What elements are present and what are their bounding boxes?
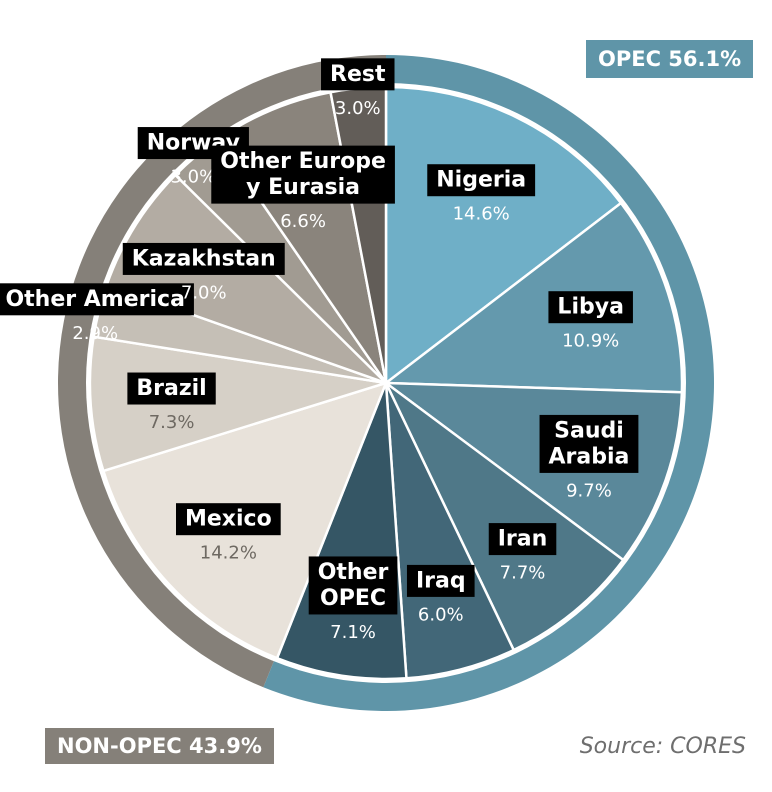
source-note: Source: CORES	[579, 734, 746, 759]
slice-name-other-europe-y-eurasia: y Eurasia	[246, 175, 360, 200]
slice-name-box-brazil	[127, 372, 216, 405]
slice-value-other-opec: 7.1%	[330, 622, 376, 643]
slice-libya	[382, 201, 684, 394]
slice-kazakhstan	[105, 173, 387, 385]
slice-label-mexico: Mexico 14.2%	[175, 503, 281, 564]
slice-value-libya: 10.9%	[562, 331, 619, 352]
slice-name-iraq: Iraq	[416, 568, 466, 593]
non-opec-group-badge: NON-OPEC 43.9%	[45, 728, 274, 764]
slice-name-box-kazakhstan	[122, 242, 285, 275]
slice-label-brazil: Brazil 7.3%	[127, 372, 216, 433]
slice-value-mexico: 14.2%	[200, 543, 257, 564]
slice-name-box-iran	[488, 523, 557, 556]
slice-value-nigeria: 14.6%	[453, 204, 510, 225]
slice-name-other-america: Other America	[5, 287, 184, 312]
slice-label-kazakhstan: Kazakhstan 7.0%	[122, 242, 285, 303]
slice-label-rest: Rest 3.0%	[321, 58, 395, 119]
slice-name-kazakhstan: Kazakhstan	[132, 246, 276, 271]
slice-name-brazil: Brazil	[136, 376, 206, 401]
slice-value-kazakhstan: 7.0%	[181, 282, 227, 303]
slice-name-iran: Iran	[498, 527, 548, 552]
slice-label-nigeria: Nigeria 14.6%	[427, 164, 536, 225]
slice-name-box-saudi-arabia	[539, 414, 639, 473]
slice-name-box-rest	[321, 58, 395, 91]
slice-name-box-mexico	[175, 503, 281, 536]
slice-name-mexico: Mexico	[185, 507, 272, 532]
slice-label-iran: Iran 7.7%	[488, 523, 557, 584]
slice-name-box-iraq	[406, 564, 475, 597]
slice-name-rest: Rest	[330, 62, 386, 87]
slice-name-box-other-europe-y-eurasia	[211, 145, 395, 204]
slice-label-other-america: Other America 2.9%	[0, 283, 194, 344]
slice-name-libya: Libya	[557, 295, 624, 320]
slice-name-box-libya	[548, 291, 633, 324]
slice-value-brazil: 7.3%	[149, 412, 195, 433]
slice-value-saudi-arabia: 9.7%	[566, 480, 612, 501]
opec-group-badge: OPEC 56.1%	[586, 40, 754, 78]
slice-name-box-other-america	[0, 283, 194, 316]
slice-name-saudi-arabia: Saudi	[554, 418, 624, 443]
slice-name-other-europe-y-eurasia: Other Europe	[220, 149, 386, 174]
slice-label-libya: Libya 10.9%	[548, 291, 633, 352]
slice-label-iraq: Iraq 6.0%	[406, 564, 475, 625]
slice-name-other-opec: OPEC	[320, 586, 386, 611]
slice-value-iran: 7.7%	[500, 563, 546, 584]
slice-name-box-other-opec	[308, 556, 398, 615]
slice-nigeria	[384, 85, 623, 386]
slice-value-norway: 3.0%	[170, 167, 216, 188]
slice-value-other-america: 2.9%	[72, 323, 118, 344]
slice-value-other-europe-y-eurasia: 6.6%	[280, 211, 326, 232]
slice-iran	[384, 381, 626, 652]
slice-name-nigeria: Nigeria	[436, 168, 526, 193]
slice-name-other-opec: Other	[318, 560, 389, 585]
slice-value-rest: 3.0%	[335, 98, 381, 119]
slice-value-iraq: 6.0%	[418, 604, 464, 625]
slice-name-box-nigeria	[427, 164, 536, 197]
slice-brazil	[88, 335, 387, 473]
slice-name-saudi-arabia: Arabia	[549, 444, 630, 469]
